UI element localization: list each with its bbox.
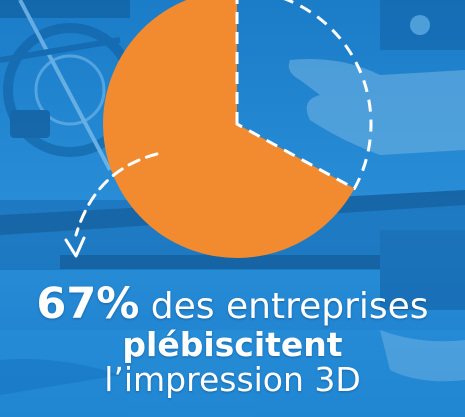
- caption-percent: 67%: [36, 279, 140, 329]
- caption-line-3: l’impression 3D: [104, 360, 361, 399]
- dashed-arrow: [74, 152, 159, 237]
- caption-line-1-rest: des entreprises: [139, 286, 429, 327]
- hand-shape: [288, 59, 465, 155]
- caption-line-2: plébiscitent: [122, 325, 343, 364]
- caption: 67% des entreprises plébiscitent l’impre…: [0, 283, 465, 399]
- table-shape: [0, 330, 465, 417]
- arrow-head: [64, 236, 86, 258]
- caption-line-1: 67% des entreprises: [0, 283, 465, 326]
- printer-hardware-shape: [380, 0, 465, 50]
- pie-slice-67: [102, 0, 355, 258]
- printer-mechanism-shape: [0, 0, 137, 171]
